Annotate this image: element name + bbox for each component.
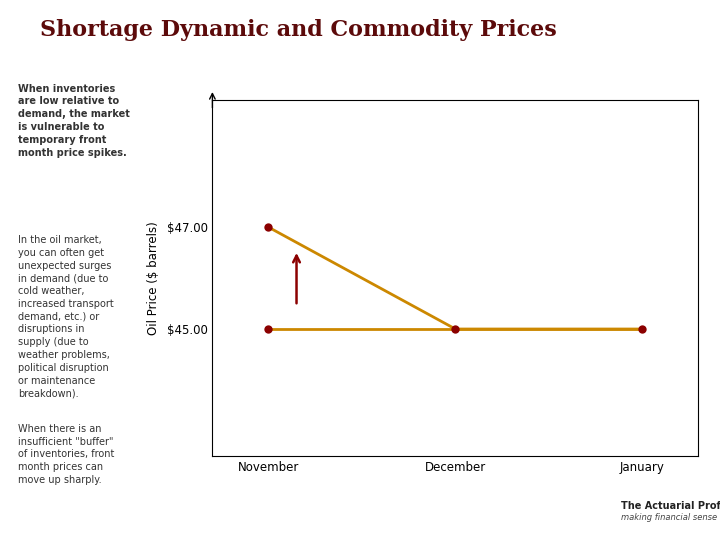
Y-axis label: Oil Price ($ barrels): Oil Price ($ barrels) (147, 221, 160, 335)
Text: When inventories
are low relative to
demand, the market
is vulnerable to
tempora: When inventories are low relative to dem… (18, 84, 130, 158)
Text: making financial sense of the future: making financial sense of the future (621, 513, 720, 522)
Text: Shortage Dynamic and Commodity Prices: Shortage Dynamic and Commodity Prices (40, 19, 557, 41)
Text: When there is an
insufficient "buffer"
of inventories, front
month prices can
mo: When there is an insufficient "buffer" o… (18, 424, 114, 485)
Text: In the oil market,
you can often get
unexpected surges
in demand (due to
cold we: In the oil market, you can often get une… (18, 235, 114, 399)
Text: The Actuarial Profession: The Actuarial Profession (621, 501, 720, 511)
